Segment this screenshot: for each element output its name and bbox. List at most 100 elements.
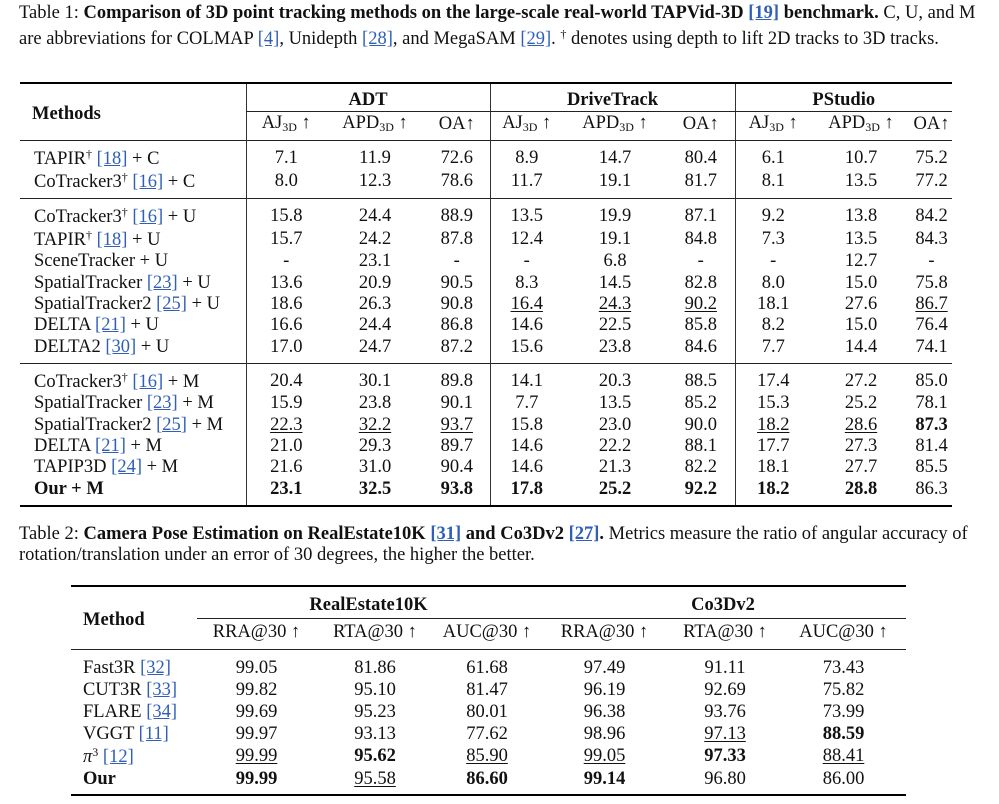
group-header-pstudio: PStudio — [734, 83, 952, 112]
group-header-drivetrack: DriveTrack — [489, 83, 735, 112]
value-cell: 19.9 — [598, 206, 632, 226]
metric-header: AUC@30 ↑ — [442, 621, 532, 642]
table-row: SpatialTracker2 [25] + M 22.3 32.2 93.7 15.8… — [20, 414, 952, 436]
value-cell: 84.8 — [684, 229, 717, 249]
method-name: SpatialTracker2 [25] + M — [34, 414, 224, 435]
value-cell: 14.7 — [598, 148, 632, 168]
method-name: DELTA [21] + M — [34, 435, 163, 456]
table1-label: Table 1: — [19, 3, 84, 23]
metric-header: RRA@30 ↑ — [212, 621, 301, 642]
camera-pose-table: Method RealEstate10K Co3Dv2 RRA@30 ↑ RTA@… — [71, 585, 906, 796]
value-cell: 81.7 — [684, 171, 717, 191]
metric-header: APD3D ↑ — [828, 113, 894, 134]
citation-link[interactable]: [27] — [568, 524, 600, 544]
value-cell: 73.43 — [822, 658, 865, 679]
method-name: TAPIR† [18] + U — [34, 228, 161, 250]
value-cell: 15.9 — [245, 392, 326, 415]
value-cell: 14.6 — [489, 457, 563, 479]
value-cell: 88.1 — [684, 435, 717, 456]
value-cell: 23.1 — [358, 251, 392, 272]
value-cell: 28.6 — [844, 414, 878, 435]
dagger-mark: † — [85, 147, 92, 161]
value-cell: 8.0 — [245, 170, 326, 199]
value-cell: 15.6 — [489, 336, 563, 364]
value-cell: 29.3 — [358, 435, 392, 456]
citation-link[interactable]: [34] — [146, 701, 178, 722]
value-cell: 90.1 — [440, 393, 473, 414]
citation-link[interactable]: [33] — [146, 680, 178, 701]
value-cell: 88.5 — [684, 370, 717, 391]
value-cell: 13.6 — [245, 272, 326, 294]
value-cell: 73.99 — [822, 701, 865, 722]
value-cell: 96.38 — [583, 701, 626, 722]
value-cell: 87.8 — [440, 229, 473, 249]
value-cell: 99.99 — [235, 768, 278, 789]
citation-link[interactable]: [23] — [146, 272, 178, 293]
method-name: DELTA [21] + U — [34, 315, 159, 336]
citation-link[interactable]: [25] — [156, 414, 187, 435]
value-cell: 18.2 — [734, 478, 811, 506]
citation-link[interactable]: [11] — [138, 723, 169, 744]
value-cell: 90.8 — [440, 293, 473, 314]
table1-caption: Table 1: Comparison of 3D point tracking… — [19, 3, 976, 49]
citation-link[interactable]: [16] — [132, 207, 164, 227]
value-cell: 15.7 — [245, 228, 326, 251]
value-cell: 90.0 — [684, 414, 717, 435]
value-cell: 80.4 — [684, 148, 717, 168]
citation-link[interactable]: [29] — [520, 29, 552, 49]
method-name: π3 [12] — [83, 745, 134, 768]
citation-link[interactable]: [12] — [102, 747, 134, 768]
metric-header: AUC@30 ↑ — [799, 621, 888, 642]
dagger-mark: † — [560, 27, 567, 41]
value-cell: 13.5 — [844, 171, 878, 191]
value-cell: 99.14 — [583, 768, 626, 789]
table-row: DELTA [21] + U 16.6 24.4 86.8 14.6 22.5 85.8 8.… — [20, 315, 952, 337]
table-row: Our 99.99 95.58 86.60 99.14 96.80 86.00 — [71, 768, 906, 795]
value-cell: 7.3 — [734, 228, 811, 251]
value-cell: 77.2 — [915, 171, 948, 191]
value-cell: 99.69 — [235, 701, 278, 722]
method-name: SpatialTracker2 [25] + U — [34, 293, 220, 314]
citation-link[interactable]: [28] — [362, 29, 393, 49]
citation-link[interactable]: [23] — [146, 393, 178, 414]
dagger-mark: † — [121, 205, 128, 219]
value-cell: 32.2 — [358, 414, 392, 435]
citation-link[interactable]: [18] — [96, 149, 128, 169]
value-cell: 82.2 — [684, 457, 717, 478]
value-cell: 22.2 — [598, 435, 632, 456]
value-cell: 7.7 — [734, 336, 811, 364]
value-cell: 81.4 — [915, 435, 948, 456]
value-cell: 93.76 — [704, 701, 746, 722]
table2-caption: Table 2: Camera Pose Estimation on RealE… — [19, 524, 968, 565]
value-cell: - — [489, 251, 563, 273]
value-cell: 99.97 — [235, 723, 278, 744]
table-row: CUT3R [33] 99.82 95.10 81.47 96.19 92.69 75.82 — [71, 680, 906, 702]
citation-link[interactable]: [24] — [111, 457, 142, 478]
citation-link[interactable]: [16] — [132, 172, 164, 192]
value-cell: 26.3 — [358, 293, 392, 314]
citation-link[interactable]: [21] — [95, 315, 126, 336]
value-cell: 75.8 — [915, 272, 948, 293]
value-cell: 18.2 — [734, 414, 811, 436]
value-cell: 88.9 — [440, 206, 473, 226]
method-name: TAPIR† [18] + C — [34, 147, 160, 169]
table-row: SpatialTracker2 [25] + U 18.6 26.3 90.8 16.4… — [20, 293, 952, 316]
citation-link[interactable]: [4] — [257, 29, 280, 49]
citation-link[interactable]: [21] — [95, 435, 126, 456]
value-cell: 24.7 — [358, 336, 392, 357]
method-name: CUT3R [33] — [83, 680, 178, 701]
metric-header: OA↑ — [438, 113, 475, 134]
table-row: SceneTracker + U - 23.1 - - 6.8 - - 12.7 - — [20, 251, 952, 273]
citation-link[interactable]: [31] — [430, 524, 462, 544]
citation-link[interactable]: [18] — [96, 230, 128, 250]
citation-link[interactable]: [32] — [140, 658, 171, 679]
citation-link[interactable]: [30] — [105, 336, 137, 357]
citation-link[interactable]: [16] — [132, 371, 164, 392]
value-cell: 97.49 — [583, 658, 626, 679]
value-cell: 95.10 — [354, 680, 396, 701]
citation-link[interactable]: [25] — [156, 293, 187, 314]
method-name: SpatialTracker [23] + M — [34, 393, 214, 414]
method-name: Fast3R [32] — [83, 658, 171, 679]
citation-link[interactable]: [19] — [748, 3, 780, 23]
value-cell: 88.59 — [822, 723, 865, 744]
